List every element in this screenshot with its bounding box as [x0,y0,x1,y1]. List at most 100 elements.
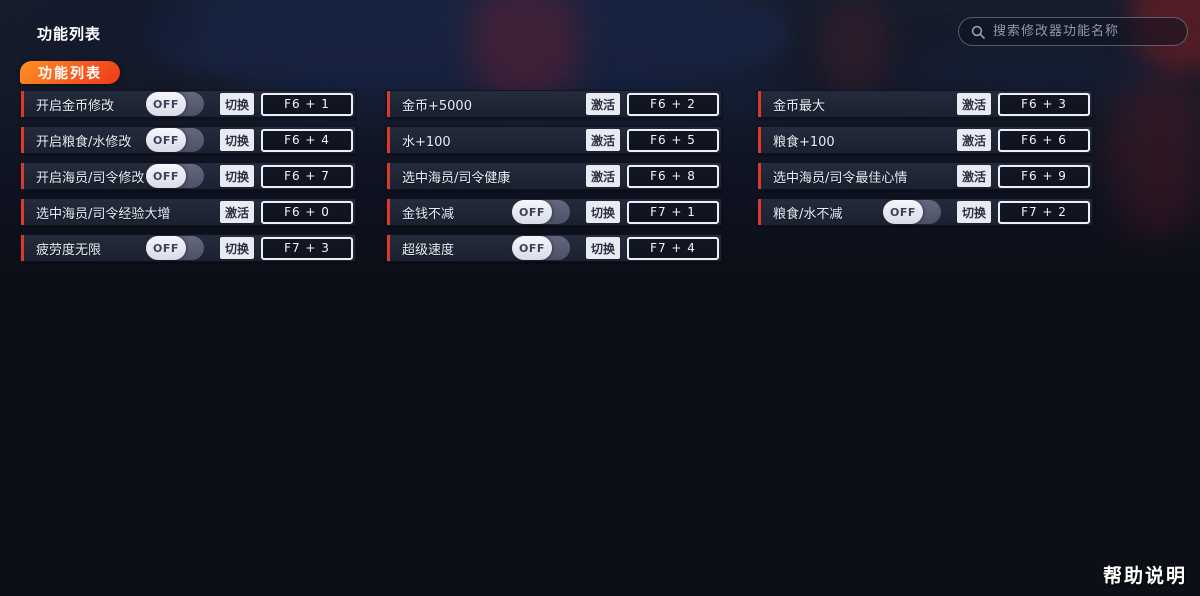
function-label: 水+100 [402,134,451,150]
hotkey-display[interactable]: F7 + 2 [998,200,1090,224]
row-accent-stripe [21,127,24,153]
row-controls: 激活 F6 + 9 [957,164,1090,188]
hotkey-display[interactable]: F7 + 1 [627,200,719,224]
function-column-2: 金币+5000 激活 F6 + 2 水+100 激活 F6 + 5 选中海员/司… [386,90,722,270]
function-label: 开启金币修改 [36,98,115,114]
tab-function-list-label: 功能列表 [38,65,102,82]
function-label: 粮食+100 [773,134,835,150]
page-title: 功能列表 [37,25,102,43]
help-link[interactable]: 帮助说明 [1102,565,1187,587]
toggle-knob: OFF [512,200,552,224]
action-type-badge: 激活 [586,165,620,187]
row-controls: OFF 切换 F6 + 1 [146,92,353,116]
function-label: 开启粮食/水修改 [36,134,132,150]
trainer-function-row[interactable]: 粮食+100 激活 F6 + 6 [757,126,1093,154]
action-type-badge: 切换 [586,237,620,259]
hotkey-display[interactable]: F6 + 2 [627,92,719,116]
trainer-function-row[interactable]: 超级速度 OFF 切换 F7 + 4 [386,234,722,262]
hotkey-display[interactable]: F7 + 3 [261,236,353,260]
trainer-function-row[interactable]: 选中海员/司令最佳心情 激活 F6 + 9 [757,162,1093,190]
hotkey-display[interactable]: F6 + 6 [998,128,1090,152]
trainer-function-row[interactable]: 水+100 激活 F6 + 5 [386,126,722,154]
row-controls: OFF 切换 F6 + 7 [146,164,353,188]
action-type-badge: 激活 [957,93,991,115]
trainer-function-row[interactable]: 金币最大 激活 F6 + 3 [757,90,1093,118]
action-type-badge: 激活 [957,165,991,187]
search-icon [971,25,985,39]
function-label: 金币最大 [773,98,826,114]
trainer-function-row[interactable]: 金币+5000 激活 F6 + 2 [386,90,722,118]
action-type-badge: 切换 [586,201,620,223]
action-type-badge: 激活 [220,201,254,223]
hotkey-display[interactable]: F6 + 4 [261,128,353,152]
action-type-badge: 切换 [220,237,254,259]
function-label: 金钱不减 [402,206,455,222]
tab-function-list[interactable]: 功能列表 [20,61,120,84]
action-type-badge: 激活 [586,93,620,115]
background-blob [40,0,200,60]
function-column-3: 金币最大 激活 F6 + 3 粮食+100 激活 F6 + 6 选中海员/司令最… [757,90,1093,234]
trainer-function-row[interactable]: 金钱不减 OFF 切换 F7 + 1 [386,198,722,226]
search-bar[interactable] [958,17,1188,46]
row-accent-stripe [758,199,761,225]
hotkey-display[interactable]: F6 + 0 [261,200,353,224]
row-controls: 激活 F6 + 0 [220,200,353,224]
action-type-badge: 切换 [957,201,991,223]
toggle-knob: OFF [146,128,186,152]
row-accent-stripe [387,235,390,261]
function-label: 选中海员/司令经验大增 [36,206,171,222]
toggle-knob: OFF [146,236,186,260]
action-type-badge: 切换 [220,129,254,151]
off-toggle[interactable]: OFF [146,164,204,188]
off-toggle[interactable]: OFF [883,200,941,224]
hotkey-display[interactable]: F6 + 1 [261,92,353,116]
row-accent-stripe [21,163,24,189]
function-label: 金币+5000 [402,98,472,114]
off-toggle[interactable]: OFF [512,200,570,224]
hotkey-display[interactable]: F6 + 9 [998,164,1090,188]
trainer-function-row[interactable]: 选中海员/司令健康 激活 F6 + 8 [386,162,722,190]
trainer-function-row[interactable]: 选中海员/司令经验大增 激活 F6 + 0 [20,198,356,226]
off-toggle[interactable]: OFF [146,236,204,260]
hotkey-display[interactable]: F7 + 4 [627,236,719,260]
hotkey-display[interactable]: F6 + 7 [261,164,353,188]
row-controls: OFF 切换 F7 + 1 [512,200,719,224]
action-type-badge: 切换 [220,165,254,187]
row-controls: OFF 切换 F6 + 4 [146,128,353,152]
row-controls: 激活 F6 + 6 [957,128,1090,152]
row-accent-stripe [387,199,390,225]
function-label: 超级速度 [402,242,455,258]
action-type-badge: 切换 [220,93,254,115]
off-toggle[interactable]: OFF [146,128,204,152]
row-accent-stripe [387,127,390,153]
function-label: 选中海员/司令最佳心情 [773,170,908,186]
trainer-function-row[interactable]: 疲劳度无限 OFF 切换 F7 + 3 [20,234,356,262]
toggle-knob: OFF [883,200,923,224]
row-controls: 激活 F6 + 8 [586,164,719,188]
search-input[interactable] [993,24,1175,39]
row-accent-stripe [387,91,390,117]
off-toggle[interactable]: OFF [146,92,204,116]
hotkey-display[interactable]: F6 + 5 [627,128,719,152]
row-controls: 激活 F6 + 3 [957,92,1090,116]
row-accent-stripe [758,163,761,189]
trainer-function-row[interactable]: 开启海员/司令修改 OFF 切换 F6 + 7 [20,162,356,190]
trainer-function-row[interactable]: 粮食/水不减 OFF 切换 F7 + 2 [757,198,1093,226]
row-accent-stripe [21,199,24,225]
hotkey-display[interactable]: F6 + 8 [627,164,719,188]
hotkey-display[interactable]: F6 + 3 [998,92,1090,116]
row-controls: OFF 切换 F7 + 4 [512,236,719,260]
row-accent-stripe [758,91,761,117]
row-controls: 激活 F6 + 5 [586,128,719,152]
action-type-badge: 激活 [586,129,620,151]
action-type-badge: 激活 [957,129,991,151]
trainer-function-row[interactable]: 开启粮食/水修改 OFF 切换 F6 + 4 [20,126,356,154]
row-controls: OFF 切换 F7 + 2 [883,200,1090,224]
trainer-function-row[interactable]: 开启金币修改 OFF 切换 F6 + 1 [20,90,356,118]
background-blob [470,0,580,100]
function-label: 开启海员/司令修改 [36,170,145,186]
off-toggle[interactable]: OFF [512,236,570,260]
function-label: 选中海员/司令健康 [402,170,511,186]
row-accent-stripe [21,91,24,117]
toggle-knob: OFF [146,92,186,116]
